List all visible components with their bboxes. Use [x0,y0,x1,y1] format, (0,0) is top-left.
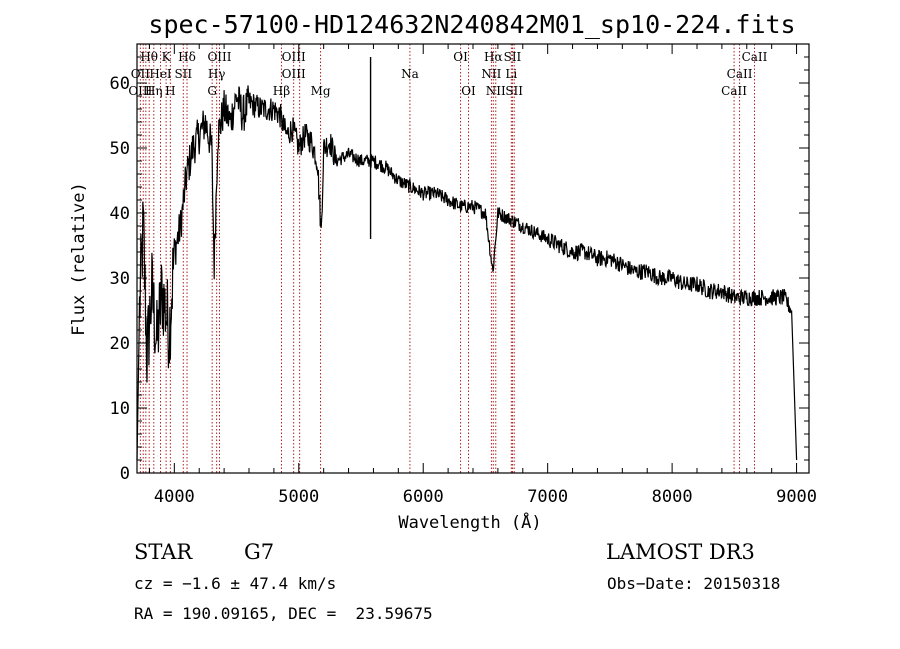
line-label: NII [481,67,501,81]
line-label: H [165,84,175,98]
line-label: Hη [145,84,163,98]
line-label: G [207,84,217,98]
line-label: Hα [484,50,503,64]
line-label: Hθ [140,50,158,64]
x-axis-label: Wavelength (Å) [398,511,541,533]
observation-date: Obs−Date: 20150318 [607,574,781,593]
y-tick-label: 0 [120,464,130,484]
line-label: OI [453,50,468,64]
line-label: OIII [207,50,231,64]
plot-frame [136,43,810,474]
x-tick-label: 4000 [154,487,195,507]
line-label: CaII [727,67,753,81]
line-label: SII [174,67,192,81]
x-tick-label: 9000 [776,487,817,507]
x-tick-label: 7000 [527,487,568,507]
y-tick-label: 50 [110,139,130,159]
x-tick-label: 5000 [278,487,319,507]
y-tick-label: 30 [110,269,130,289]
line-label: CaII [721,84,747,98]
line-label: Hδ [178,50,196,64]
coordinates: RA = 190.09165, DEC = 23.59675 [134,604,433,623]
redshift-velocity: cz = −1.6 ± 47.4 km/s [134,574,337,593]
spectrum-series [136,85,798,461]
y-tick-label: 60 [110,74,130,94]
chart-title: spec-57100-HD124632N240842M01_sp10-224.f… [148,10,795,39]
line-label: HeI [149,67,172,81]
line-label: OI [461,84,476,98]
x-tick-label: 6000 [403,487,444,507]
line-label: NII [486,84,506,98]
line-label: Na [401,67,419,81]
y-axis-label: Flux (relative) [69,182,89,336]
x-axis-ticks: 4000 5000 6000 7000 8000 9000 [148,44,817,507]
line-label: SII [504,50,522,64]
y-axis-ticks: 0 10 20 30 40 50 60 [110,56,809,484]
line-label: OIII [128,84,152,98]
line-label: OII [131,67,151,81]
spectral-line-markers [139,44,755,473]
survey-name: LAMOST DR3 [606,540,755,564]
line-label: OIII [282,50,306,64]
line-label: SII [505,84,523,98]
spectral-subclass: G7 [244,540,275,564]
x-tick-label: 8000 [652,487,693,507]
y-tick-label: 10 [110,399,130,419]
y-tick-label: 20 [110,334,130,354]
line-label: K [162,50,172,64]
y-tick-label: 40 [110,204,130,224]
line-label: OIII [282,67,306,81]
line-label: CaII [742,50,768,64]
line-label: Hγ [208,67,226,81]
line-label: Hβ [273,84,290,98]
line-label: Mg [311,84,331,98]
line-label: Li [505,67,517,81]
object-class: STAR [134,540,193,564]
